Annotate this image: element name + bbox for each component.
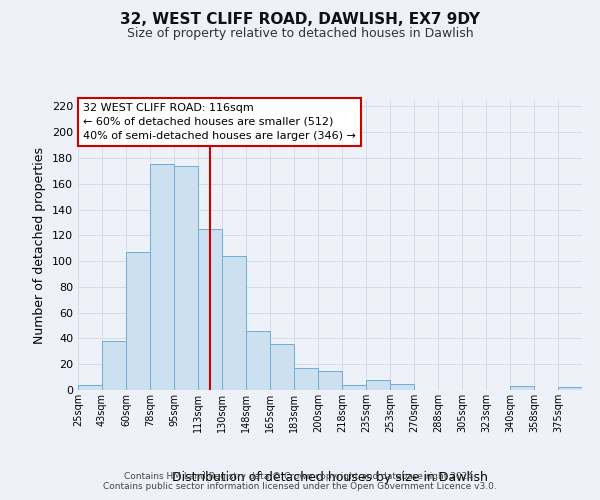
Bar bbox=[318, 370, 342, 390]
Bar bbox=[174, 166, 198, 390]
Bar bbox=[558, 388, 582, 390]
Bar bbox=[150, 164, 174, 390]
Bar bbox=[390, 384, 414, 390]
Text: Contains public sector information licensed under the Open Government Licence v3: Contains public sector information licen… bbox=[103, 482, 497, 491]
Text: Contains HM Land Registry data © Crown copyright and database right 2024.: Contains HM Land Registry data © Crown c… bbox=[124, 472, 476, 481]
Text: 32 WEST CLIFF ROAD: 116sqm
← 60% of detached houses are smaller (512)
40% of sem: 32 WEST CLIFF ROAD: 116sqm ← 60% of deta… bbox=[83, 103, 356, 141]
Bar bbox=[198, 229, 222, 390]
Bar bbox=[222, 256, 246, 390]
Bar bbox=[102, 341, 126, 390]
Bar bbox=[366, 380, 390, 390]
X-axis label: Distribution of detached houses by size in Dawlish: Distribution of detached houses by size … bbox=[172, 471, 488, 484]
Text: 32, WEST CLIFF ROAD, DAWLISH, EX7 9DY: 32, WEST CLIFF ROAD, DAWLISH, EX7 9DY bbox=[120, 12, 480, 28]
Bar bbox=[510, 386, 534, 390]
Bar bbox=[342, 385, 366, 390]
Bar bbox=[270, 344, 294, 390]
Bar bbox=[246, 330, 270, 390]
Y-axis label: Number of detached properties: Number of detached properties bbox=[34, 146, 46, 344]
Bar bbox=[78, 385, 102, 390]
Text: Size of property relative to detached houses in Dawlish: Size of property relative to detached ho… bbox=[127, 28, 473, 40]
Bar bbox=[294, 368, 318, 390]
Bar bbox=[126, 252, 150, 390]
